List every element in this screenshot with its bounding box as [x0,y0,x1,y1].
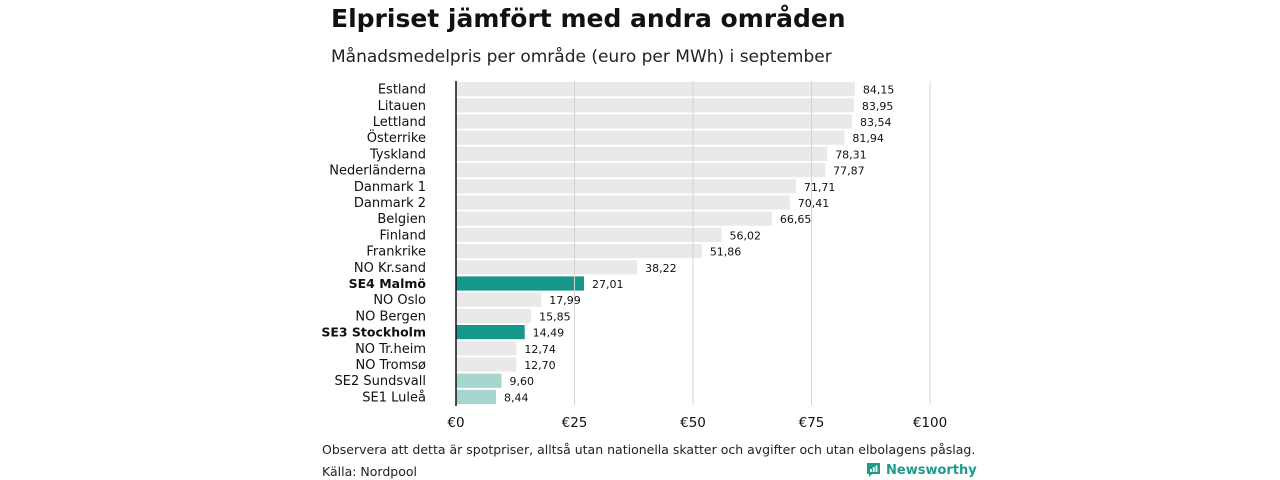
value-label: 77,87 [833,165,865,178]
value-label: 12,70 [524,359,556,372]
bar [456,82,855,97]
category-label: Belgien [377,212,426,227]
value-label: 81,94 [852,132,884,145]
value-label: 17,99 [549,294,581,307]
bar [456,373,502,388]
category-label: Tyskland [369,147,426,162]
category-label: Frankrike [366,245,426,260]
value-label: 78,31 [835,148,867,161]
category-label: Danmark 2 [354,196,426,211]
newsworthy-logo: Newsworthy [866,462,977,478]
category-label: Finland [380,228,426,243]
category-label: Nederländerna [329,164,426,179]
bar [456,98,854,113]
value-label: 27,01 [592,278,624,291]
bar [456,325,525,340]
x-tick-label: €50 [680,415,706,431]
category-label: SE4 Malmö [349,276,427,291]
bar [456,341,517,356]
category-label: NO Tr.heim [355,342,426,357]
source-note: Källa: Nordpool [322,464,417,479]
value-label: 71,71 [804,181,836,194]
value-label: 51,86 [710,246,742,259]
chart-title: Elpriset jämfört med andra områden [331,4,846,33]
bar-chart: Estland 84,15 Litauen 83,95 Lettland 83,54 Öst… [321,81,947,431]
category-label: NO Oslo [373,293,426,308]
bar [456,260,638,275]
value-label: 12,74 [524,343,556,356]
bar [456,163,826,178]
category-label: SE3 Stockholm [321,325,426,340]
category-label: NO Bergen [355,309,426,324]
footnote: Observera att detta är spotpriser, allts… [322,442,976,457]
bar [456,227,722,242]
category-label: Österrike [367,129,426,146]
value-label: 8,44 [504,391,529,404]
category-label: NO Tromsø [355,358,426,373]
category-label: Estland [378,83,426,98]
category-label: SE1 Luleå [362,390,426,405]
value-label: 56,02 [730,229,762,242]
category-label: Danmark 1 [354,180,426,195]
value-label: 38,22 [645,262,677,275]
brand-name: Newsworthy [886,462,977,478]
newsworthy-logo-icon [867,463,880,477]
value-label: 83,95 [862,100,894,113]
bar [456,146,828,161]
bar [456,114,852,129]
bar [456,244,702,259]
x-tick-label: €25 [562,415,588,431]
chart-subtitle: Månadsmedelpris per område (euro per MWh… [331,47,832,67]
bar [456,211,772,226]
bar [456,389,497,404]
value-label: 70,41 [798,197,830,210]
bar [456,130,845,145]
bar [456,357,517,372]
value-label: 15,85 [539,310,571,323]
x-tick-label: €100 [913,415,947,431]
value-label: 9,60 [510,375,535,388]
value-label: 14,49 [533,327,565,340]
value-label: 84,15 [863,84,895,97]
category-label: SE2 Sundsvall [334,374,426,389]
bar [456,308,532,323]
x-tick-label: €75 [799,415,825,431]
category-label: NO Kr.sand [354,261,426,276]
category-label: Lettland [373,115,426,130]
value-label: 66,65 [780,213,812,226]
bar [456,276,585,291]
bar [456,292,542,307]
category-label: Litauen [378,99,426,114]
bar [456,179,796,194]
bar [456,195,790,210]
value-label: 83,54 [860,116,892,129]
x-tick-label: €0 [447,415,464,431]
